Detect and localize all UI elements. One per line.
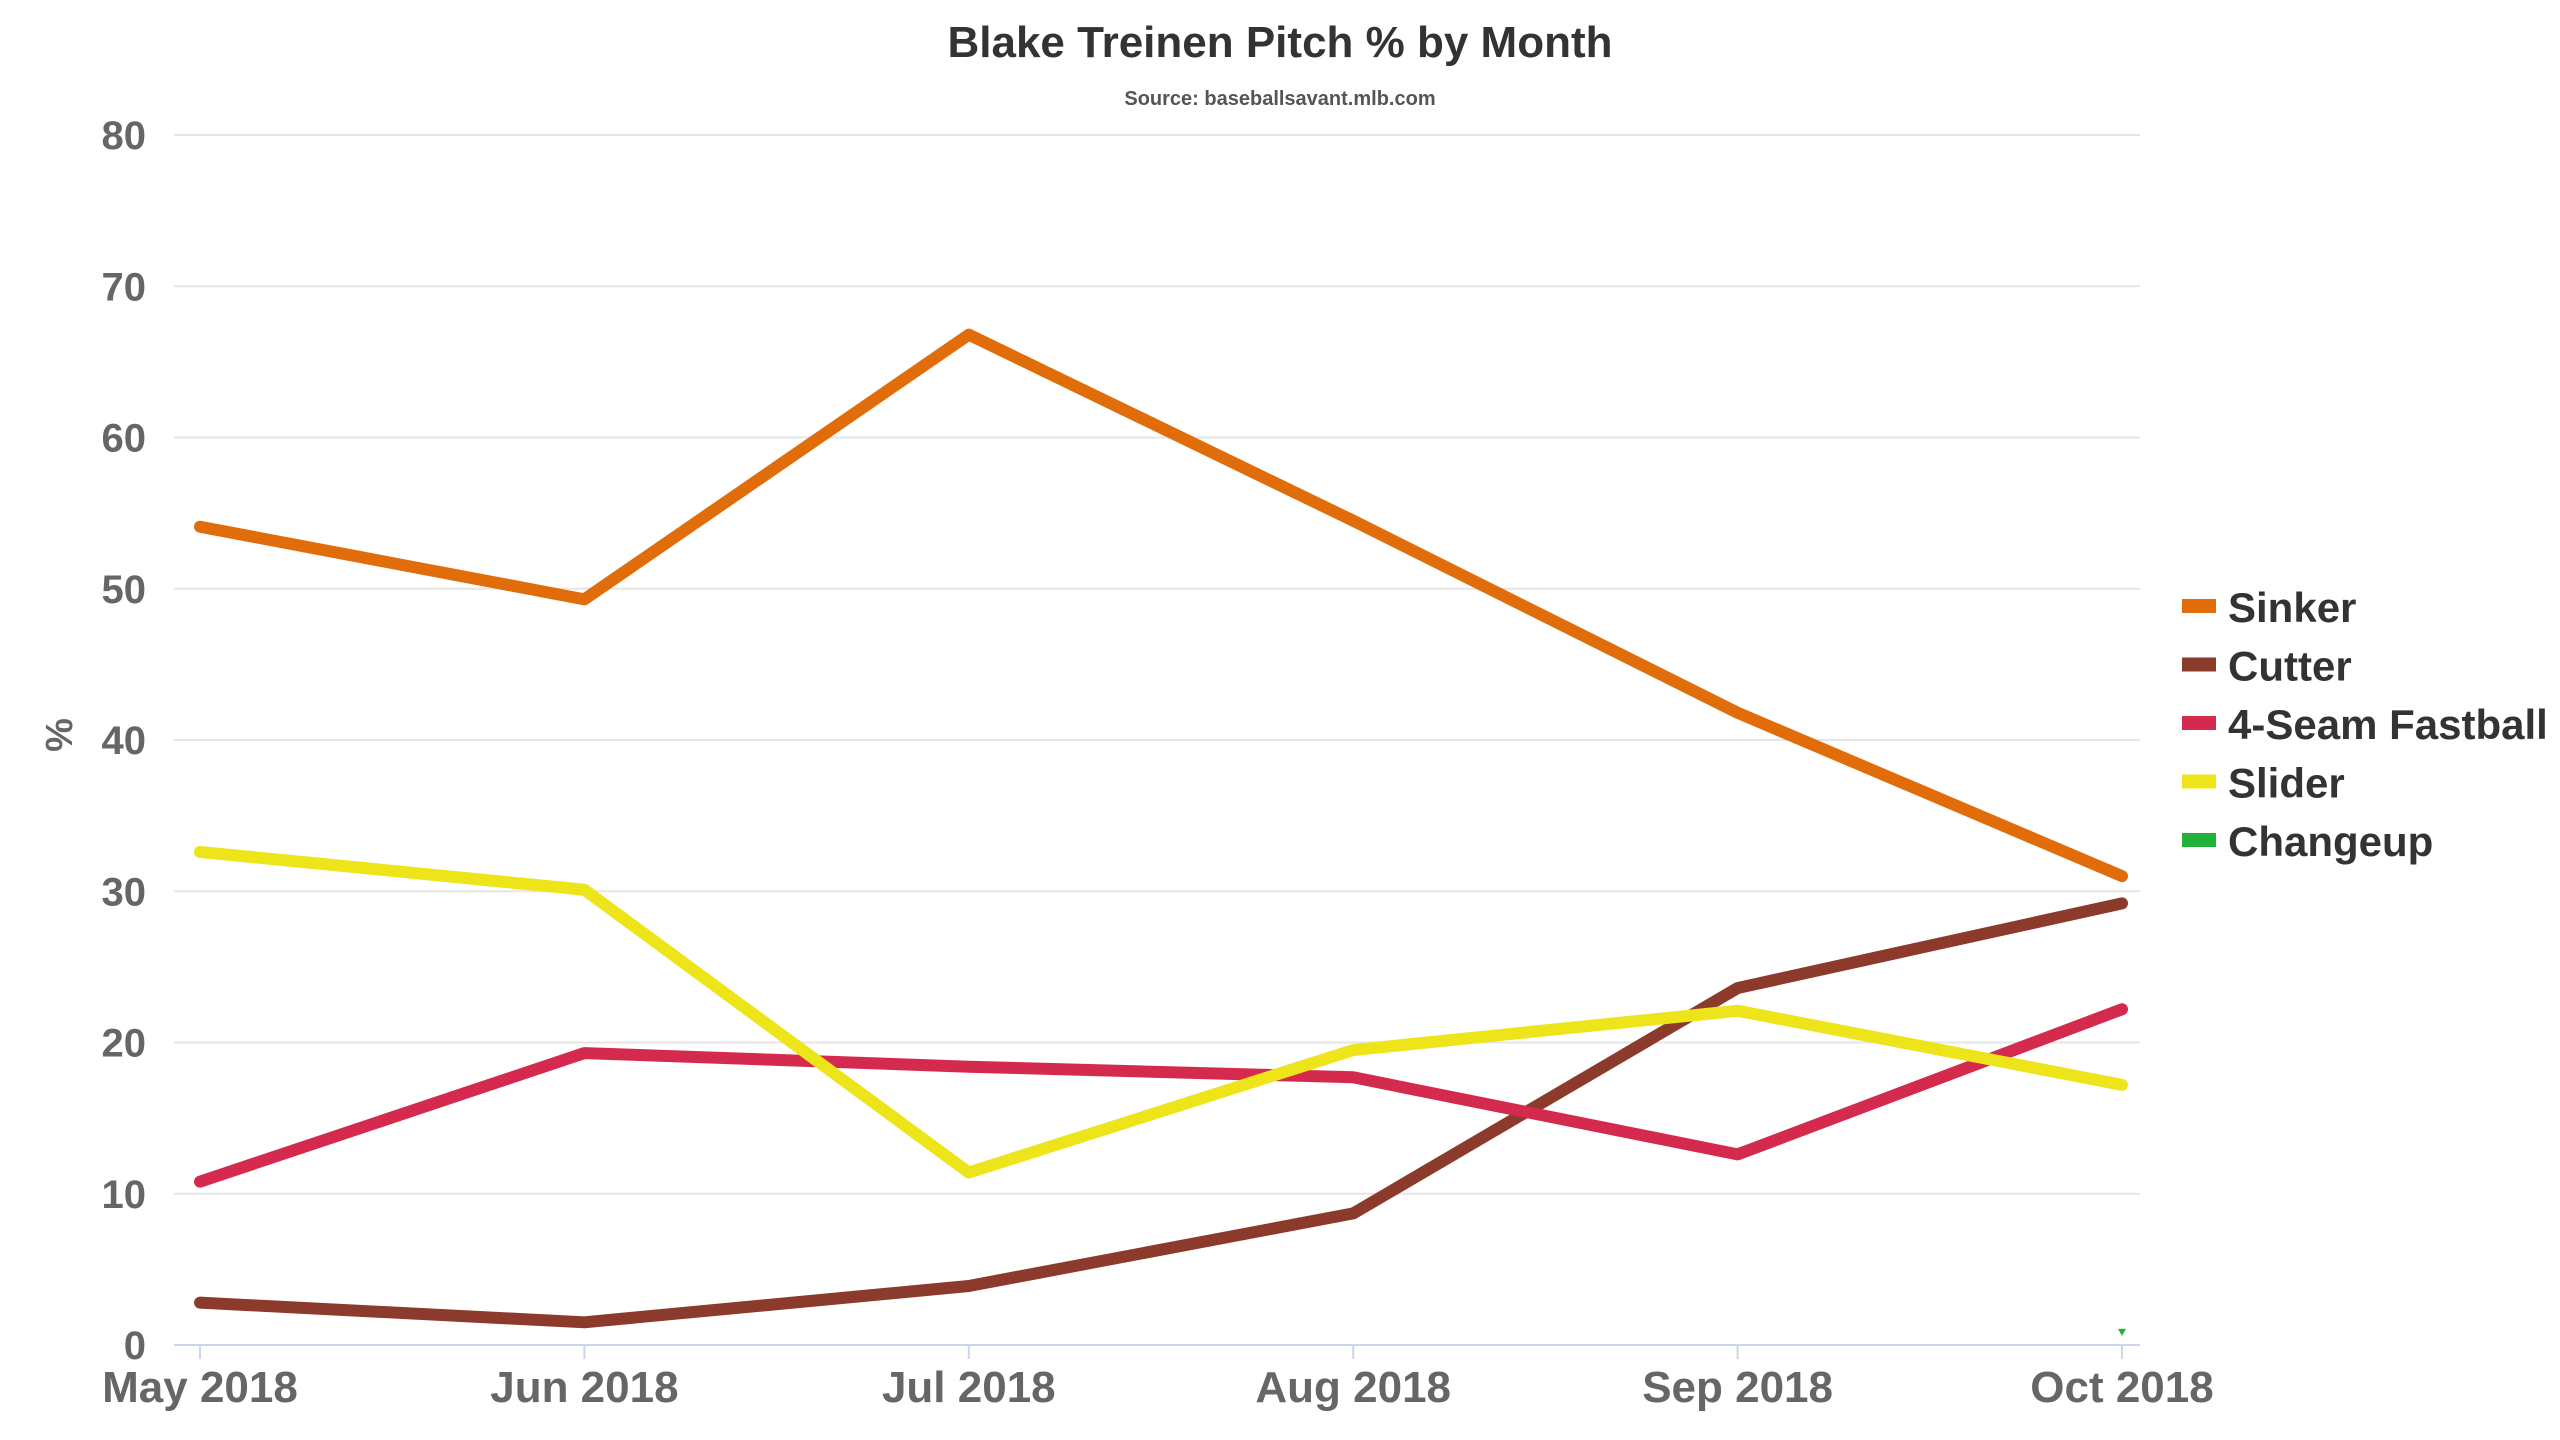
chart-subtitle: Source: baseballsavant.mlb.com — [1124, 88, 1435, 110]
x-tick-label: Oct 2018 — [2030, 1363, 2213, 1412]
legend-item-4-seam-fastball[interactable]: 4-Seam Fastball — [2182, 701, 2548, 748]
legend-label: 4-Seam Fastball — [2228, 701, 2548, 748]
legend-item-cutter[interactable]: Cutter — [2182, 643, 2352, 690]
y-axis-ticks: 0 10 20 30 40 50 60 70 80 — [102, 114, 147, 1368]
y-tick-label: 80 — [102, 114, 147, 158]
y-tick-label: 40 — [102, 719, 147, 763]
y-tick-label: 30 — [102, 870, 147, 914]
legend-label: Changeup — [2228, 818, 2433, 865]
legend-label: Sinker — [2228, 584, 2356, 631]
x-tick-label: Jul 2018 — [882, 1363, 1056, 1412]
series-line-cutter — [194, 897, 2128, 1329]
legend-swatch — [2182, 833, 2216, 847]
data-point-changeup — [2118, 1328, 2126, 1336]
legend-item-changeup[interactable]: Changeup — [2182, 818, 2433, 865]
x-axis: May 2018 Jun 2018 Jul 2018 Aug 2018 Sep 2018… — [102, 1344, 2214, 1412]
chart-title: Blake Treinen Pitch % by Month — [947, 18, 1612, 67]
x-tick-label: Sep 2018 — [1642, 1363, 1833, 1412]
y-tick-label: 70 — [102, 265, 147, 309]
y-axis-label: % — [39, 718, 81, 752]
series-line-4-seam-fastball — [194, 1003, 2128, 1188]
y-tick-label: 50 — [102, 568, 147, 612]
legend-item-sinker[interactable]: Sinker — [2182, 584, 2356, 631]
series-lines — [194, 328, 2128, 1336]
y-tick-label: 10 — [102, 1173, 147, 1217]
y-tick-label: 60 — [102, 417, 147, 461]
legend-label: Cutter — [2228, 643, 2352, 690]
x-tick-label: May 2018 — [102, 1363, 298, 1412]
x-tick-label: Aug 2018 — [1255, 1363, 1451, 1412]
legend-label: Slider — [2228, 760, 2345, 807]
legend-swatch — [2182, 774, 2216, 789]
x-tick-label: Jun 2018 — [490, 1363, 678, 1412]
legend-swatch — [2182, 599, 2216, 613]
y-tick-label: 0 — [124, 1324, 146, 1368]
legend: Sinker Cutter 4-Seam Fastball Slider Changeu… — [2182, 584, 2548, 865]
legend-swatch — [2182, 657, 2216, 672]
legend-item-slider[interactable]: Slider — [2182, 760, 2345, 807]
series-line-slider — [194, 845, 2128, 1179]
series-line-sinker — [194, 328, 2128, 883]
legend-swatch — [2182, 716, 2216, 730]
y-tick-label: 20 — [102, 1022, 147, 1066]
